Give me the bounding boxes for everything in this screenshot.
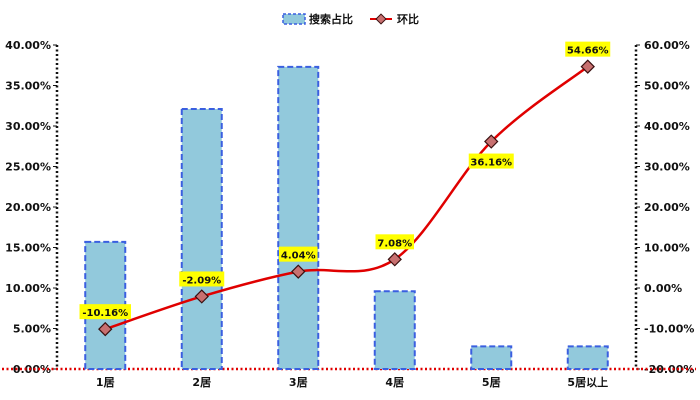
x-tick-label: 5居以上 <box>567 375 608 389</box>
left-tick-label: 0.00% <box>13 363 51 376</box>
right-tick-label: 50.00% <box>644 80 690 93</box>
bar <box>470 345 513 371</box>
data-label: -10.16% <box>82 308 128 319</box>
bar <box>277 65 320 371</box>
legend: 搜索占比 环比 <box>282 12 419 26</box>
line-marker <box>580 59 595 74</box>
left-tick-label: 35.00% <box>5 80 51 93</box>
legend-label-bar: 搜索占比 <box>309 12 353 26</box>
data-label: 36.16% <box>470 158 512 169</box>
line-marker <box>387 252 402 267</box>
x-tick-label: 5居 <box>482 376 501 389</box>
legend-swatch-marker <box>375 13 387 25</box>
right-tick-label: 30.00% <box>644 161 690 174</box>
data-label-background <box>279 246 318 262</box>
x-tick-label: 3居 <box>289 376 308 389</box>
left-tick-label: 15.00% <box>5 242 51 255</box>
right-tick-label: 10.00% <box>644 242 690 255</box>
legend-label-line: 环比 <box>397 12 419 26</box>
series-line-huanbi <box>104 65 589 331</box>
right-tick-label: 20.00% <box>644 201 690 214</box>
legend-swatch-bar <box>282 13 306 25</box>
data-label: -2.09% <box>182 275 221 286</box>
x-tick-label: 2居 <box>192 376 211 389</box>
line-marker <box>98 321 113 337</box>
right-tick-label: 0.00% <box>644 282 682 295</box>
data-label-background <box>179 271 225 287</box>
right-tick-label: 40.00% <box>644 120 690 133</box>
line-marker <box>291 264 306 279</box>
line-layer: -10.16% -2.09% 4.04% 7.08% 36.16% 54.66% <box>79 41 611 337</box>
left-tick-label: 20.00% <box>5 201 51 214</box>
x-tick-label: 1居 <box>96 376 115 389</box>
x-tick-label: 4居 <box>385 376 404 389</box>
bar <box>373 290 416 370</box>
data-label: 7.08% <box>377 238 412 249</box>
left-tick-label: 40.00% <box>5 39 51 52</box>
bars-layer <box>84 65 609 371</box>
data-label: 4.04% <box>281 251 316 262</box>
right-tick-label: 60.00% <box>644 39 690 52</box>
left-tick-label: 5.00% <box>13 323 51 336</box>
bar <box>180 107 223 371</box>
data-label-background <box>468 153 514 169</box>
data-label: 54.66% <box>567 46 609 57</box>
data-label-background <box>79 304 131 320</box>
data-label-background <box>375 234 414 250</box>
right-tick-label: -10.00% <box>644 323 694 336</box>
left-tick-label: 25.00% <box>5 161 51 174</box>
line-marker <box>194 289 209 304</box>
line-marker <box>484 134 499 149</box>
left-tick-label: 10.00% <box>5 282 51 295</box>
data-label-background <box>565 41 611 57</box>
axes-layer: 0.00% 5.00% 10.00% 15.00% 20.00% 25.00% 30.00%… <box>2 39 696 389</box>
left-tick-label: 30.00% <box>5 120 51 133</box>
bar <box>566 345 609 371</box>
